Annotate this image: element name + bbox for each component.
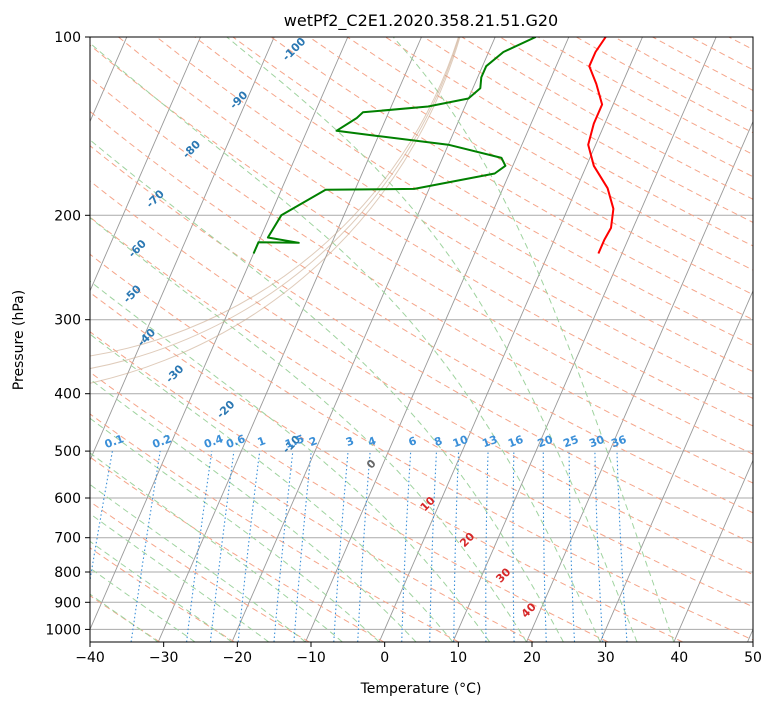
dry-adiabat-line [90,371,534,642]
mixing-ratio-label: 1 [256,434,268,449]
dry-adiabat-line [90,413,459,642]
y-axis: 100 200 300 400 500 600 700 800 900 1000 [45,30,90,638]
moist-adiabat-line [90,483,306,642]
moist-adiabat-line [90,280,491,642]
moist-adiabat-line [90,139,564,642]
mixing-ratio-label: 6 [407,434,419,449]
dry-adiabat-line [90,456,385,642]
mixing-ratio-label: 2 [307,434,319,449]
x-tick-label: 50 [744,650,762,666]
dry-adiabat-line [90,501,310,642]
moist-adiabat-line [226,37,638,642]
dry-adiabat-line [767,37,775,642]
moist-adiabat-line [90,333,454,642]
x-tick-label: −40 [75,650,105,666]
x-axis-label: Temperature (°C) [360,681,482,697]
mixing-ratio-label: 4 [366,434,378,449]
x-tick-label: −10 [296,650,326,666]
dry-adiabat-line [90,216,753,608]
mixing-ratio-line [186,451,213,642]
mixing-ratio-label: 0.6 [224,432,247,451]
mixing-ratio-label: 25 [562,433,581,450]
isotherm-line [599,289,753,642]
mixing-ratio-label: 8 [433,434,445,449]
dry-adiabat-line [232,37,753,346]
mixing-ratio-label: 3 [344,434,356,449]
x-tick-label: 40 [670,650,688,666]
plot-frame [89,36,754,643]
x-axis: −40 −30 −20 −10 0 10 20 30 40 50 [75,642,762,666]
mixing-ratio-label: 30 [587,433,606,451]
mixing-ratio-label: 13 [481,433,500,450]
moist-adiabat-line [90,540,233,642]
isotherm-line [90,37,275,462]
moist-adiabat-line [90,42,601,642]
background-lines [90,37,775,642]
y-tick-label: 700 [54,531,81,547]
dry-adiabat-line [90,180,753,576]
y-tick-label: 300 [54,313,81,329]
x-tick-label: 20 [523,650,541,666]
mixing-ratio-label: 0.1 [103,432,126,451]
y-tick-label: 500 [54,444,81,460]
chart-title: wetPf2_C2E1.2020.358.21.51.G20 [284,11,558,31]
moist-adiabat-line [90,593,159,642]
dry-adiabat-line [156,37,753,399]
x-tick-label: 30 [597,650,615,666]
dry-adiabat-line [118,37,753,427]
x-tick-label: −20 [223,650,253,666]
mixing-ratio-label: 10 [451,433,470,451]
moist-adiabat-line [90,216,527,642]
isotherm-line [90,37,201,293]
data-series [252,37,615,254]
mixing-ratio-line [209,451,235,642]
y-tick-label: 1000 [45,622,81,638]
x-tick-label: 10 [449,650,467,666]
mixing-ratio-line [130,451,161,642]
y-tick-label: 800 [54,565,81,581]
isotherm-line [231,37,496,642]
mixing-ratio-label: 0.2 [151,432,174,451]
moist-adiabat-line [90,567,196,642]
dry-adiabat-line [90,145,753,544]
y-tick-label: 600 [54,491,81,507]
moist-adiabat-line [90,513,269,642]
isotherm-line [157,37,422,642]
moist-adiabat-line [90,417,380,642]
y-axis-label: Pressure (hPa) [11,290,27,390]
x-tick-label: −30 [149,650,179,666]
mixing-ratio-label: 20 [536,433,555,451]
dry-adiabat-line [90,331,609,642]
temperature-profile [587,37,615,254]
x-tick-label: 0 [380,650,389,666]
moist-adiabat-line [392,37,675,642]
isotherm-line [673,459,753,642]
mixing-ratio-line [237,451,261,642]
mixing-ratio-line [293,451,312,642]
mixing-ratio-label: 0.4 [202,432,225,451]
y-tick-label: 100 [54,30,81,46]
dewpoint-profile [252,37,537,254]
dry-adiabat-line [90,44,753,455]
isotherm-line [378,37,643,642]
isotherm-line [452,37,717,642]
mixing-ratio-label: 16 [506,433,525,451]
dry-adiabat-line [270,37,753,321]
mixing-ratio-line [273,451,294,642]
y-tick-label: 400 [54,387,81,403]
y-tick-label: 200 [54,208,81,224]
y-tick-label: 900 [54,595,81,611]
isotherm-line [305,37,570,642]
mixing-ratio-label: 36 [609,433,628,451]
mixing-ratio-label: 1.5 [283,432,306,451]
